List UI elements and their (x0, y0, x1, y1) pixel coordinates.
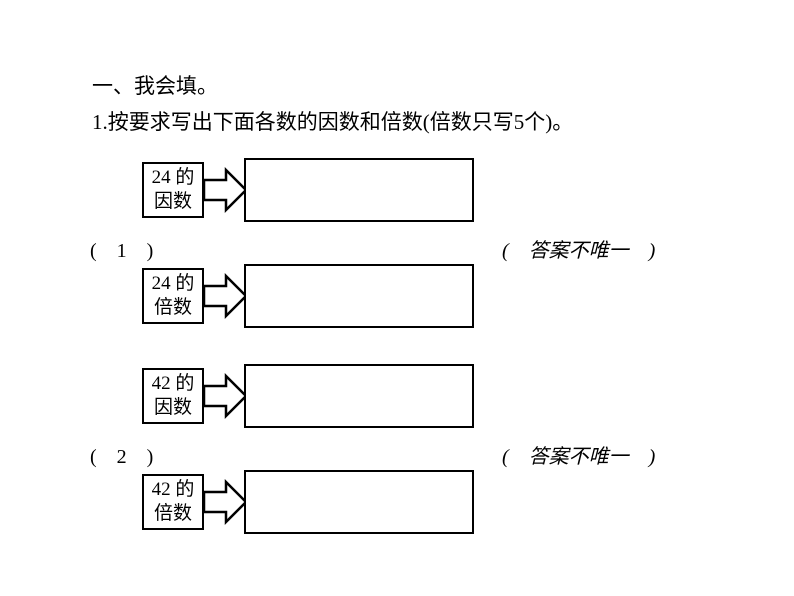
item-number-value: 1 (117, 240, 127, 262)
answer-note-2: ( 答案不唯一 ) (502, 440, 655, 469)
arrow-path (204, 170, 246, 210)
answer-box-factors-24[interactable] (244, 158, 474, 222)
multiple-row-24: 24 的 倍数 (132, 260, 732, 336)
answer-note-1: ( 答案不唯一 ) (502, 234, 655, 263)
factor-label-24: 24 的 因数 (142, 162, 204, 218)
item-number-value: 2 (117, 446, 127, 468)
annotation-row-1: ( 1 ) ( 答案不唯一 ) (132, 232, 732, 260)
label-line2: 倍数 (154, 502, 192, 526)
label-line2: 倍数 (154, 296, 192, 320)
label-line2: 因数 (154, 190, 192, 214)
arrow-path (204, 376, 246, 416)
label-line2: 因数 (154, 396, 192, 420)
factor-row-24: 24 的 因数 (132, 156, 732, 232)
multiple-row-42: 42 的 倍数 (132, 466, 732, 542)
arrow-path (204, 482, 246, 522)
question-text: 1.按要求写出下面各数的因数和倍数(倍数只写5个)。 (92, 106, 732, 136)
diagram-group-2: 42 的 因数 ( 2 ) ( 答案不唯一 ) 42 的 倍数 (132, 362, 732, 542)
item-number-1: ( 1 ) (90, 234, 153, 263)
label-line1: 24 的 (152, 166, 195, 190)
section-heading: 一、我会填。 (92, 70, 732, 100)
answer-box-multiples-24[interactable] (244, 264, 474, 328)
worksheet-content: 一、我会填。 1.按要求写出下面各数的因数和倍数(倍数只写5个)。 24 的 因… (92, 70, 732, 542)
answer-box-factors-42[interactable] (244, 364, 474, 428)
factor-row-42: 42 的 因数 (132, 362, 732, 438)
multiple-label-24: 24 的 倍数 (142, 268, 204, 324)
multiple-label-42: 42 的 倍数 (142, 474, 204, 530)
annotation-row-2: ( 2 ) ( 答案不唯一 ) (132, 438, 732, 466)
label-line1: 42 的 (152, 372, 195, 396)
answer-box-multiples-42[interactable] (244, 470, 474, 534)
label-line1: 24 的 (152, 272, 195, 296)
arrow-path (204, 276, 246, 316)
item-number-2: ( 2 ) (90, 440, 153, 469)
diagram-group-1: 24 的 因数 ( 1 ) ( 答案不唯一 ) 24 的 倍数 (132, 156, 732, 336)
answer-note-value: 答案不唯一 (529, 446, 629, 468)
group-gap (92, 336, 732, 362)
factor-label-42: 42 的 因数 (142, 368, 204, 424)
answer-note-value: 答案不唯一 (529, 240, 629, 262)
label-line1: 42 的 (152, 478, 195, 502)
